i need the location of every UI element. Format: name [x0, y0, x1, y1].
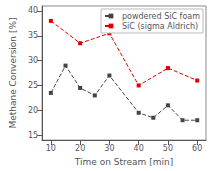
svg-text:35: 35 [28, 31, 38, 40]
svg-text:Methane Conversion [%]: Methane Conversion [%] [8, 18, 18, 129]
svg-text:Time on Stream [min]: Time on Stream [min] [74, 157, 173, 167]
svg-text:50: 50 [163, 144, 173, 153]
svg-text:30: 30 [104, 144, 114, 153]
svg-text:SiC (sigma Aldrich): SiC (sigma Aldrich) [122, 22, 198, 31]
svg-text:25: 25 [28, 81, 38, 90]
svg-text:40: 40 [134, 144, 144, 153]
svg-text:powdered SiC foam: powdered SiC foam [122, 12, 200, 21]
svg-text:20: 20 [28, 106, 38, 115]
svg-text:60: 60 [192, 144, 202, 153]
svg-text:15: 15 [28, 131, 38, 140]
svg-text:30: 30 [28, 56, 38, 65]
svg-text:20: 20 [75, 144, 85, 153]
svg-text:10: 10 [46, 144, 56, 153]
svg-text:40: 40 [28, 6, 38, 15]
